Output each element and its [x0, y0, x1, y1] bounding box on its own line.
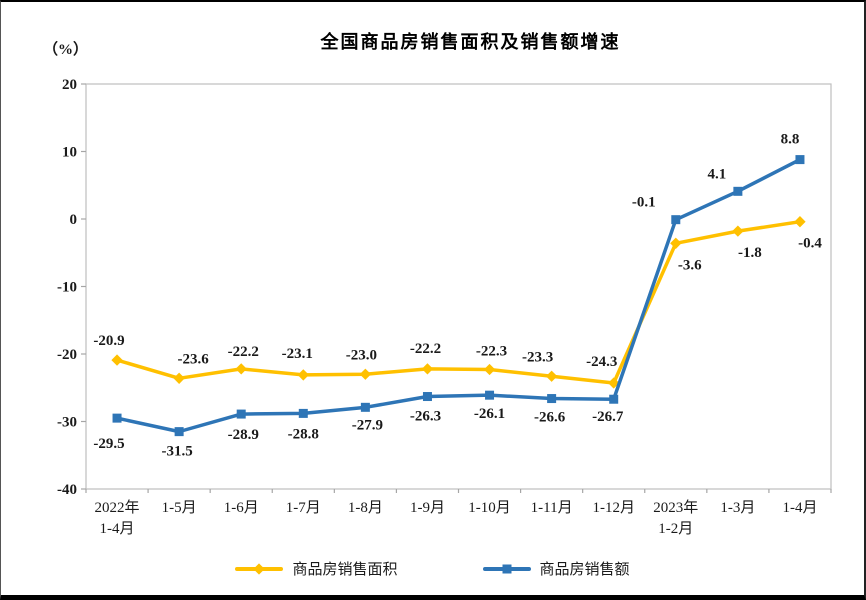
square-marker-icon [112, 413, 122, 423]
x-axis-category-label: 1-5月 [162, 500, 197, 516]
square-marker-icon [485, 390, 495, 400]
diamond-marker-icon [732, 225, 744, 237]
data-label: -27.9 [352, 417, 383, 433]
x-axis-category-label: 1-4月 [782, 500, 817, 516]
x-axis-category-label: 1-9月 [410, 500, 445, 516]
diamond-marker-icon [111, 354, 123, 366]
y-axis-tick-label: 0 [70, 212, 78, 228]
data-label: -26.7 [592, 409, 624, 425]
legend-item-sales-amount: 商品房销售额 [482, 558, 630, 579]
legend-item-sales-area: 商品房销售面积 [235, 558, 398, 579]
data-label: -31.5 [162, 444, 193, 460]
diamond-marker-icon [421, 363, 434, 375]
data-label: -26.3 [410, 409, 441, 425]
data-label: -22.3 [476, 344, 507, 360]
data-label: -24.3 [586, 354, 617, 370]
chart-title: 全国商品房销售面积及销售额增速 [320, 32, 621, 52]
y-axis-tick-label: -30 [57, 415, 77, 431]
data-label: 8.8 [781, 132, 800, 148]
x-axis-category-label: 2022年 [95, 499, 140, 516]
data-label: -0.1 [632, 195, 656, 211]
data-label: -26.6 [534, 410, 566, 426]
square-marker-icon [422, 392, 432, 402]
chart-canvas: 20 10 0 -10 -20 -30 -40 2022年 1-4月 1-5月 1-6月 1-7月 1-… [57, 77, 832, 537]
data-label: -23.0 [346, 347, 377, 363]
data-label: -0.4 [798, 236, 822, 252]
y-axis-tick-label: -10 [57, 280, 77, 296]
square-marker-icon [609, 394, 619, 404]
plot-area-border [85, 83, 832, 490]
series-sales-area-line [115, 219, 802, 385]
data-label: -29.5 [93, 436, 124, 452]
y-axis-tick-label: -40 [57, 482, 77, 498]
x-axis-category-label: 1-7月 [286, 500, 321, 516]
square-marker-icon [671, 215, 681, 225]
data-label: -3.6 [678, 257, 702, 273]
data-label: -23.3 [522, 349, 553, 365]
x-axis-category-label: 1-6月 [224, 500, 259, 516]
data-label: -28.9 [228, 427, 259, 443]
data-label: -20.9 [93, 333, 124, 349]
diamond-marker-icon [253, 562, 266, 575]
x-axis-category-label: 1-4月 [100, 521, 135, 537]
x-axis-category-label: 1-11月 [531, 500, 573, 516]
data-label: -23.6 [178, 351, 210, 367]
square-marker-icon [236, 409, 246, 419]
diamond-marker-icon [235, 363, 247, 375]
square-marker-icon [502, 564, 511, 573]
square-marker-icon [298, 408, 308, 418]
y-axis-tick-label: 20 [62, 77, 77, 93]
x-axis-category-label: 1-3月 [720, 500, 755, 516]
diamond-marker-icon [545, 370, 558, 382]
square-marker-icon [360, 402, 370, 412]
diamond-marker-icon [794, 216, 806, 228]
diamond-marker-icon [483, 363, 496, 376]
data-label: -23.1 [282, 346, 313, 362]
data-label: -1.8 [738, 245, 762, 261]
x-axis-category-label: 2023年 [653, 499, 698, 516]
x-axis-category-label: 1-12月 [592, 500, 635, 516]
data-label: -22.2 [228, 344, 259, 360]
diamond-marker-icon [670, 237, 682, 249]
x-axis-category-label: 1-2月 [658, 521, 693, 537]
data-label: -26.1 [474, 406, 505, 422]
square-marker-icon [733, 186, 743, 196]
legend-label-sales-amount: 商品房销售额 [539, 562, 630, 578]
legend-line-square-marker-icon [482, 564, 531, 573]
x-axis-category-label: 1-10月 [468, 500, 511, 516]
square-marker-icon [795, 155, 805, 165]
y-axis-tick-label: 10 [62, 145, 77, 161]
y-axis-tick-label: -20 [57, 347, 77, 363]
chart-legend: 商品房销售面积 商品房销售额 [1, 558, 864, 579]
x-axis-category-label: 1-8月 [348, 500, 383, 516]
diamond-marker-icon [173, 372, 185, 384]
data-label: 4.1 [708, 166, 727, 182]
square-marker-icon [547, 394, 557, 404]
series-sales-amount-line [115, 157, 802, 434]
diamond-marker-icon [359, 368, 372, 380]
y-axis-unit-label: （%） [43, 42, 89, 58]
legend-line-diamond-marker-icon [235, 562, 284, 575]
data-label: -22.2 [410, 341, 441, 357]
legend-label-sales-area: 商品房销售面积 [292, 562, 398, 578]
square-marker-icon [174, 427, 184, 437]
diamond-marker-icon [297, 369, 309, 381]
data-label: -28.8 [288, 426, 319, 442]
